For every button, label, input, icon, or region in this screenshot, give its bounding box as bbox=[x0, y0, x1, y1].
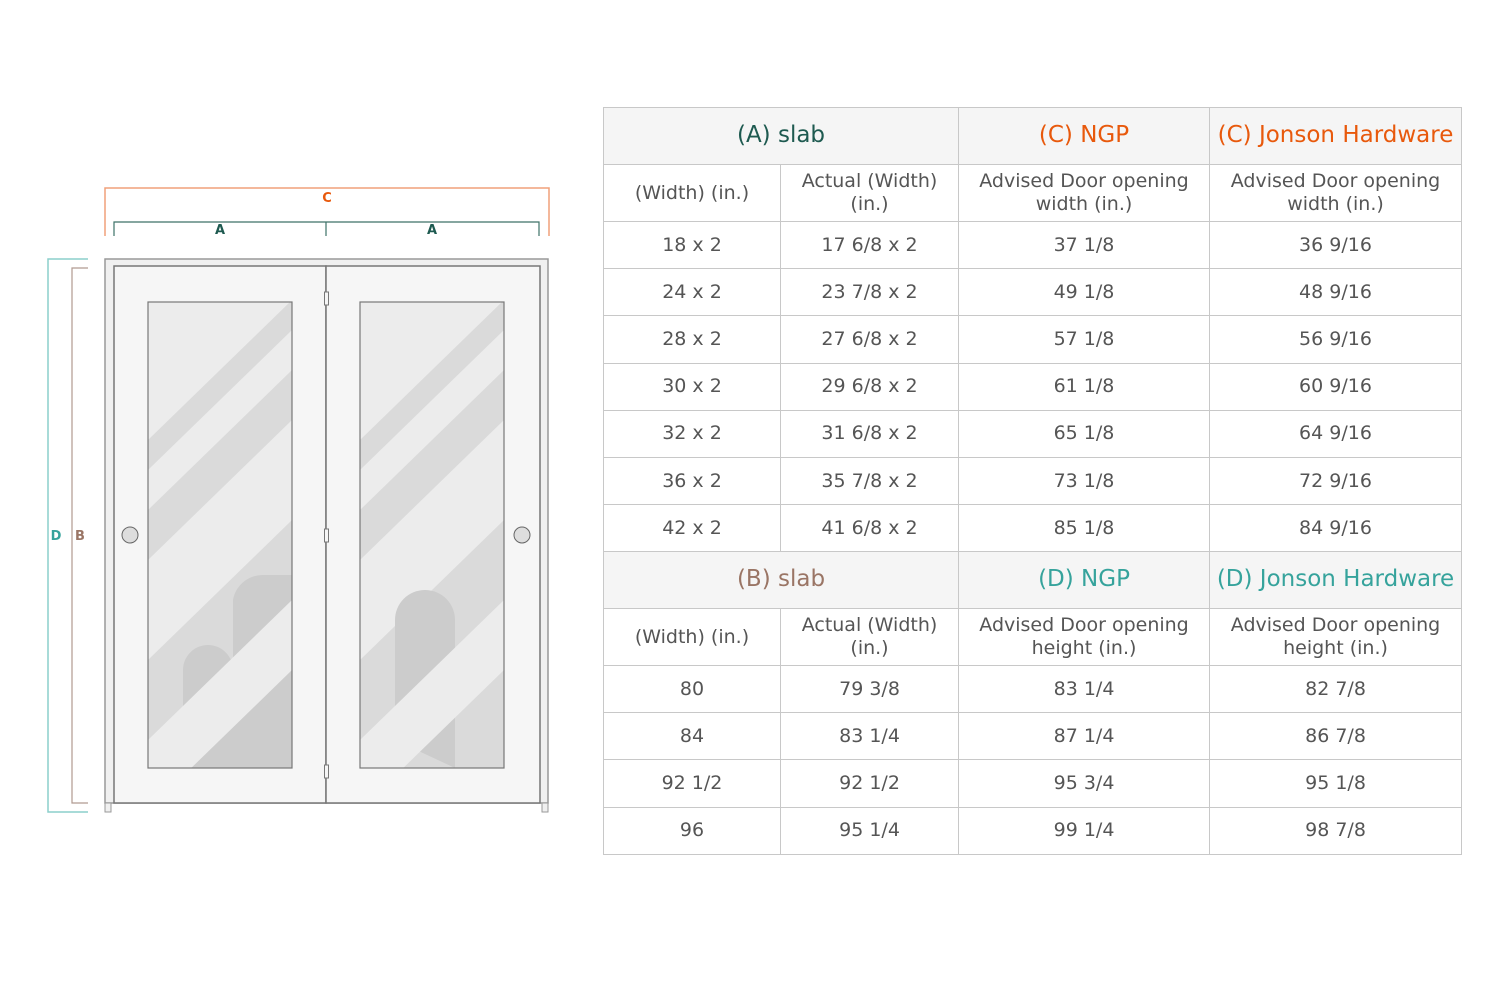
glass-left bbox=[148, 302, 292, 768]
table-cell: 87 1/4 bbox=[958, 712, 1211, 761]
dimension-d bbox=[47, 258, 88, 813]
height-table-subheader: (Width) (in.) Actual (Width) (in.) Advis… bbox=[603, 608, 1463, 666]
header-d-jonson: (D) Jonson Hardware bbox=[1209, 551, 1463, 609]
table-cell: 30 x 2 bbox=[603, 362, 781, 411]
table-cell: 56 9/16 bbox=[1209, 315, 1462, 364]
dimension-label-c: C bbox=[322, 191, 332, 206]
table-cell: 80 bbox=[603, 664, 781, 714]
subheader: Actual (Width) (in.) bbox=[780, 164, 959, 222]
table-cell: 95 1/8 bbox=[1209, 759, 1463, 808]
hinges bbox=[324, 291, 329, 779]
table-cell: 18 x 2 bbox=[603, 220, 781, 270]
dimension-b bbox=[71, 267, 88, 804]
table-cell: 29 6/8 x 2 bbox=[780, 362, 959, 411]
table-cell: 64 9/16 bbox=[1209, 409, 1462, 458]
table-cell: 48 9/16 bbox=[1209, 268, 1462, 317]
table-cell: 35 7/8 x 2 bbox=[780, 456, 959, 506]
table-row: 30 x 2 29 6/8 x 2 61 1/8 60 9/16 bbox=[603, 362, 1462, 411]
table-row: 80 79 3/8 83 1/4 82 7/8 bbox=[603, 664, 1463, 714]
table-cell: 96 bbox=[603, 806, 781, 855]
table-cell: 95 1/4 bbox=[779, 806, 960, 855]
table-cell: 65 1/8 bbox=[958, 409, 1210, 458]
door-knob-left bbox=[121, 526, 139, 544]
table-cell: 23 7/8 x 2 bbox=[780, 268, 959, 317]
header-c-jonson: (C) Jonson Hardware bbox=[1209, 107, 1462, 165]
table-cell: 83 1/4 bbox=[958, 664, 1211, 714]
table-cell: 95 3/4 bbox=[958, 759, 1211, 808]
header-a-slab: (A) slab bbox=[603, 107, 959, 165]
header-b-slab: (B) slab bbox=[602, 551, 960, 609]
height-table: (B) slab (D) NGP (D) Jonson Hardware (Wi… bbox=[602, 551, 1463, 855]
table-row: 92 1/2 92 1/2 95 3/4 95 1/8 bbox=[603, 759, 1463, 808]
subheader: Advised Door opening width (in.) bbox=[1209, 164, 1462, 222]
table-cell: 24 x 2 bbox=[603, 268, 781, 317]
table-cell: 27 6/8 x 2 bbox=[780, 315, 959, 364]
double-door-diagram: C A A D B bbox=[47, 187, 550, 813]
table-cell: 32 x 2 bbox=[603, 409, 781, 458]
subheader: Advised Door opening height (in.) bbox=[1209, 608, 1463, 666]
table-row: 42 x 2 41 6/8 x 2 85 1/8 84 9/16 bbox=[603, 504, 1462, 553]
table-cell: 61 1/8 bbox=[958, 362, 1210, 411]
table-cell: 42 x 2 bbox=[603, 504, 781, 553]
glass-right bbox=[360, 302, 504, 768]
table-row: 84 83 1/4 87 1/4 86 7/8 bbox=[603, 712, 1463, 761]
table-cell: 84 bbox=[603, 712, 781, 761]
dimension-label-a-right: A bbox=[427, 223, 437, 238]
header-d-ngp: (D) NGP bbox=[958, 551, 1211, 609]
width-table-header: (A) slab (C) NGP (C) Jonson Hardware bbox=[603, 107, 1462, 165]
dimension-label-a-left: A bbox=[215, 223, 225, 238]
width-table-subheader: (Width) (in.) Actual (Width) (in.) Advis… bbox=[603, 164, 1462, 222]
subheader: (Width) (in.) bbox=[603, 164, 781, 222]
door-knob-right bbox=[513, 526, 531, 544]
table-cell: 86 7/8 bbox=[1209, 712, 1463, 761]
table-cell: 36 x 2 bbox=[603, 456, 781, 506]
table-cell: 41 6/8 x 2 bbox=[780, 504, 959, 553]
table-cell: 84 9/16 bbox=[1209, 504, 1462, 553]
table-cell: 49 1/8 bbox=[958, 268, 1210, 317]
table-cell: 92 1/2 bbox=[779, 759, 960, 808]
table-cell: 31 6/8 x 2 bbox=[780, 409, 959, 458]
table-cell: 28 x 2 bbox=[603, 315, 781, 364]
table-cell: 98 7/8 bbox=[1209, 806, 1463, 855]
table-row: 36 x 2 35 7/8 x 2 73 1/8 72 9/16 bbox=[603, 456, 1462, 506]
header-c-ngp: (C) NGP bbox=[958, 107, 1210, 165]
table-row: 32 x 2 31 6/8 x 2 65 1/8 64 9/16 bbox=[603, 409, 1462, 458]
table-cell: 73 1/8 bbox=[958, 456, 1210, 506]
table-row: 18 x 2 17 6/8 x 2 37 1/8 36 9/16 bbox=[603, 220, 1462, 270]
table-row: 28 x 2 27 6/8 x 2 57 1/8 56 9/16 bbox=[603, 315, 1462, 364]
table-cell: 72 9/16 bbox=[1209, 456, 1462, 506]
height-table-header: (B) slab (D) NGP (D) Jonson Hardware bbox=[602, 551, 1463, 609]
dimension-label-b: B bbox=[75, 529, 85, 544]
table-row: 24 x 2 23 7/8 x 2 49 1/8 48 9/16 bbox=[603, 268, 1462, 317]
table-cell: 82 7/8 bbox=[1209, 664, 1463, 714]
table-cell: 85 1/8 bbox=[958, 504, 1210, 553]
table-cell: 17 6/8 x 2 bbox=[780, 220, 959, 270]
dimension-a bbox=[113, 221, 540, 236]
dimension-label-d: D bbox=[51, 529, 62, 544]
table-cell: 60 9/16 bbox=[1209, 362, 1462, 411]
subheader: Actual (Width) (in.) bbox=[779, 608, 960, 666]
table-cell: 36 9/16 bbox=[1209, 220, 1462, 270]
table-row: 96 95 1/4 99 1/4 98 7/8 bbox=[603, 806, 1463, 855]
table-cell: 83 1/4 bbox=[779, 712, 960, 761]
dimension-c bbox=[104, 187, 550, 236]
table-cell: 79 3/8 bbox=[779, 664, 960, 714]
subheader: (Width) (in.) bbox=[603, 608, 781, 666]
table-cell: 37 1/8 bbox=[958, 220, 1210, 270]
table-cell: 92 1/2 bbox=[603, 759, 781, 808]
subheader: Advised Door opening width (in.) bbox=[958, 164, 1210, 222]
table-cell: 57 1/8 bbox=[958, 315, 1210, 364]
width-table: (A) slab (C) NGP (C) Jonson Hardware (Wi… bbox=[603, 107, 1462, 553]
subheader: Advised Door opening height (in.) bbox=[958, 608, 1211, 666]
table-cell: 99 1/4 bbox=[958, 806, 1211, 855]
